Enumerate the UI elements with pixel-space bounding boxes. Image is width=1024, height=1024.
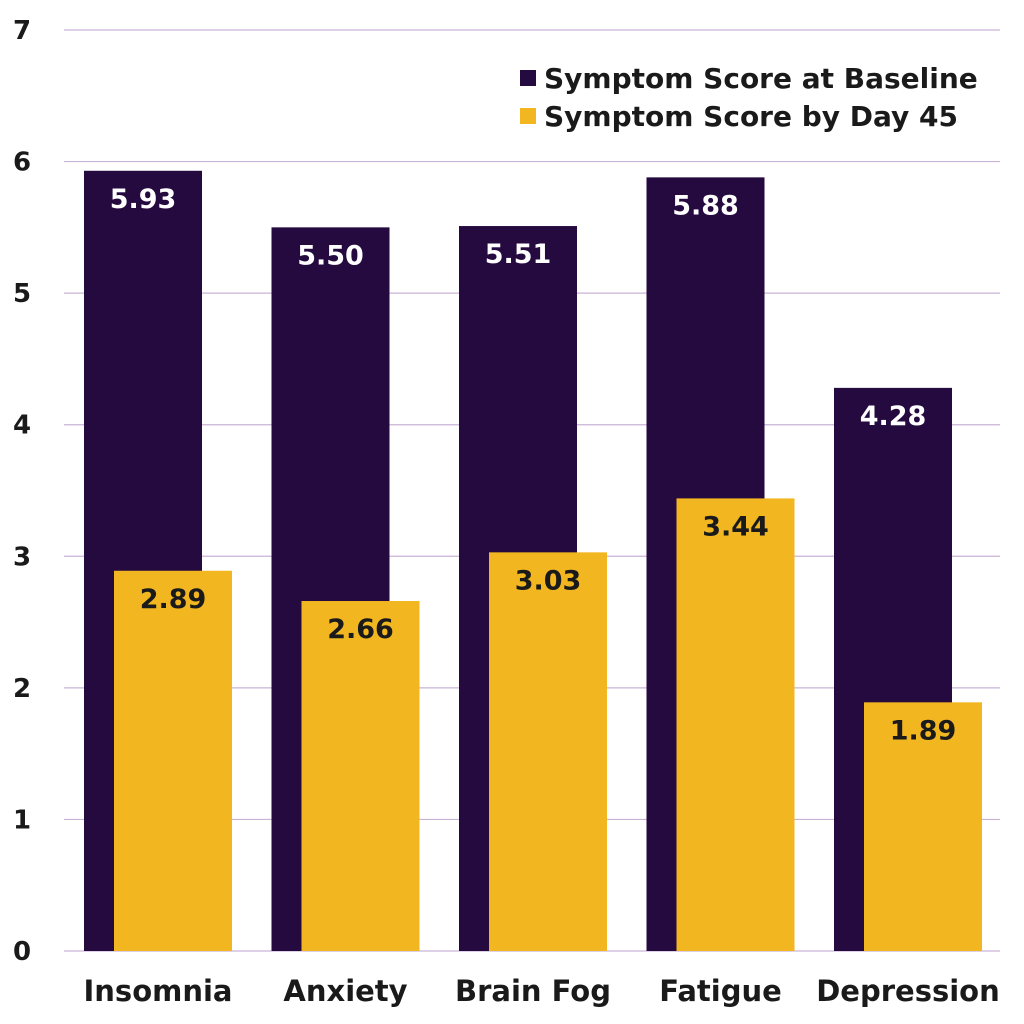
data-label: 5.93 <box>110 184 177 215</box>
legend-label: Symptom Score at Baseline <box>544 62 978 95</box>
data-label: 5.50 <box>297 240 364 271</box>
x-category-label: Insomnia <box>84 974 233 1008</box>
y-tick-label: 7 <box>13 16 31 46</box>
legend-swatch <box>520 70 536 86</box>
data-label: 3.03 <box>515 565 582 596</box>
x-category-label: Anxiety <box>283 974 407 1008</box>
day45-bar <box>676 498 795 951</box>
y-tick-label: 4 <box>13 411 31 441</box>
data-label: 3.44 <box>702 511 769 542</box>
data-label: 5.88 <box>672 190 739 221</box>
legend-label: Symptom Score by Day 45 <box>544 100 958 133</box>
data-label: 2.66 <box>327 614 394 645</box>
y-tick-label: 6 <box>13 148 31 178</box>
day45-bar <box>489 552 607 951</box>
y-tick-label: 2 <box>13 674 31 704</box>
legend-swatch <box>520 108 536 124</box>
day45-bar <box>301 601 420 951</box>
x-category-label: Brain Fog <box>455 974 611 1008</box>
data-label: 1.89 <box>890 715 957 746</box>
data-label: 2.89 <box>140 584 207 615</box>
day45-bar <box>114 570 232 951</box>
y-tick-label: 1 <box>13 805 31 835</box>
data-label: 4.28 <box>860 401 927 432</box>
day45-bar <box>864 702 982 951</box>
x-category-label: Depression <box>816 974 1000 1008</box>
y-tick-label: 0 <box>13 937 31 967</box>
y-tick-label: 3 <box>13 542 31 572</box>
data-label: 5.51 <box>485 239 552 270</box>
y-tick-label: 5 <box>13 279 31 309</box>
x-category-label: Fatigue <box>659 974 782 1008</box>
